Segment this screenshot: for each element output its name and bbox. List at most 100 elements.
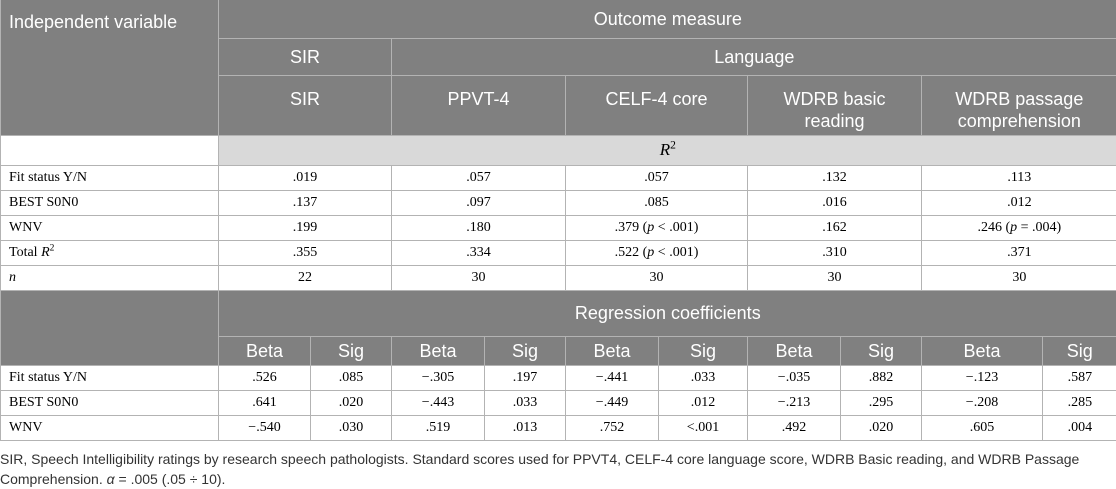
value-cell: .752 [566,415,659,440]
r-squared-symbol: R [660,140,670,159]
value-cell: .526 [219,365,311,390]
value-cell: .197 [485,365,566,390]
value-cell: .137 [219,190,392,215]
value-cell: .020 [311,390,392,415]
header-group-language: Language [392,38,1116,75]
text-run: < .001) [654,245,698,260]
table-row: WNV−.540.030.519.013.752<.001.492.020.60… [1,415,1116,440]
table-footnote: SIR, Speech Intelligibility ratings by r… [0,449,1114,489]
value-cell: .882 [841,365,922,390]
value-cell: .004 [1043,415,1116,440]
row-label: WNV [1,215,219,240]
value-cell: .334 [392,240,566,265]
subheader-sig: Sig [841,336,922,365]
header-group-sir: SIR [219,38,392,75]
value-cell: .180 [392,215,566,240]
value-cell: .020 [841,415,922,440]
value-cell: −.441 [566,365,659,390]
value-cell: .013 [485,415,566,440]
value-cell: 22 [219,265,392,290]
value-cell: .097 [392,190,566,215]
subheader-beta: Beta [219,336,311,365]
value-cell: .295 [841,390,922,415]
value-cell: .162 [748,215,922,240]
value-cell: −.443 [392,390,485,415]
value-cell: .012 [922,190,1116,215]
value-cell: 30 [922,265,1116,290]
blank-cell [1,135,219,165]
results-table: Independent variable Outcome measure SIR… [0,0,1116,441]
blank-header-cell [1,290,219,365]
value-cell: .492 [748,415,841,440]
table-row: Fit status Y/N.019.057.057.132.113 [1,165,1116,190]
value-cell: .519 [392,415,485,440]
regression-header: Regression coefficients Beta Sig Beta Si… [1,290,1116,365]
text-run: Total [9,245,41,260]
table-header: Independent variable Outcome measure SIR… [1,0,1116,165]
value-cell: .285 [1043,390,1116,415]
header-independent-variable: Independent variable [1,0,219,135]
italic-symbol: n [9,270,16,285]
r2-section-title: R2 [219,135,1116,165]
header-measure-wdrb-passage-comprehension: WDRB passage comprehension [922,75,1116,135]
value-cell: .085 [566,190,748,215]
subheader-sig: Sig [311,336,392,365]
value-cell: .355 [219,240,392,265]
subheader-sig: Sig [659,336,748,365]
regression-title-row: Regression coefficients [1,290,1116,336]
row-label: Fit status Y/N [1,365,219,390]
regression-section-title: Regression coefficients [219,290,1116,336]
value-cell: .012 [659,390,748,415]
text-run: = .004) [1017,220,1061,235]
value-cell: −.213 [748,390,841,415]
value-cell: −.305 [392,365,485,390]
value-cell: .016 [748,190,922,215]
value-cell: −.035 [748,365,841,390]
row-label: n [1,265,219,290]
header-row-outcome: Independent variable Outcome measure [1,0,1116,38]
value-cell: .057 [392,165,566,190]
value-cell: 30 [566,265,748,290]
value-cell: 30 [392,265,566,290]
value-cell: .605 [922,415,1043,440]
value-cell: −.540 [219,415,311,440]
value-cell: .379 (p < .001) [566,215,748,240]
value-cell: .522 (p < .001) [566,240,748,265]
value-cell: .019 [219,165,392,190]
r2-section-row: R2 [1,135,1116,165]
value-cell: .085 [311,365,392,390]
table-row: WNV.199.180.379 (p < .001).162.246 (p = … [1,215,1116,240]
subheader-beta: Beta [922,336,1043,365]
table-row: BEST S0N0.137.097.085.016.012 [1,190,1116,215]
value-cell: .033 [659,365,748,390]
value-cell: .132 [748,165,922,190]
text-run: .379 ( [615,220,648,235]
value-cell: −.208 [922,390,1043,415]
subheader-sig: Sig [485,336,566,365]
value-cell: .587 [1043,365,1116,390]
value-cell: .371 [922,240,1116,265]
subheader-beta: Beta [748,336,841,365]
row-label: WNV [1,415,219,440]
header-outcome-measure: Outcome measure [219,0,1116,38]
row-label: Fit status Y/N [1,165,219,190]
r-squared-power: 2 [670,138,676,151]
superscript-text: 2 [50,243,55,253]
value-cell: .033 [485,390,566,415]
value-cell: .310 [748,240,922,265]
table-row: Total R2 .355.334.522 (p < .001).310.371 [1,240,1116,265]
text-run: = .005 (.05 ÷ 10). [115,471,226,487]
subheader-sig: Sig [1043,336,1116,365]
table-row: BEST S0N0.641.020−.443.033−.449.012−.213… [1,390,1116,415]
value-cell: <.001 [659,415,748,440]
value-cell: .246 (p = .004) [922,215,1116,240]
subheader-beta: Beta [566,336,659,365]
italic-symbol: R [41,245,50,260]
value-cell: −.123 [922,365,1043,390]
header-measure-sir: SIR [219,75,392,135]
subheader-beta: Beta [392,336,485,365]
value-cell: 30 [748,265,922,290]
value-cell: .199 [219,215,392,240]
